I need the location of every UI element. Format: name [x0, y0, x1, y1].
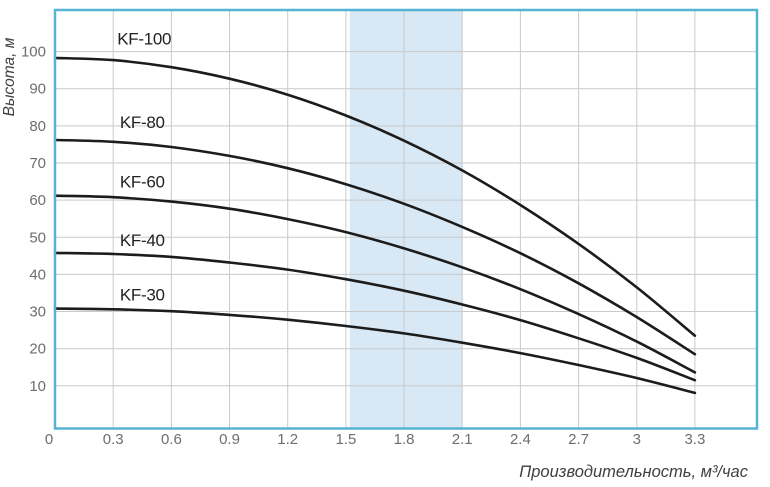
x-tick-label-5: 1.5 [335, 431, 356, 448]
x-tick-label-4: 1.2 [277, 431, 298, 448]
y-tick-label-4: 50 [29, 229, 46, 246]
curve-label-KF-100: KF-100 [117, 30, 171, 49]
y-tick-label-9: 100 [21, 44, 46, 61]
y-tick-label-8: 90 [29, 81, 46, 98]
x-tick-label-9: 2.7 [568, 431, 589, 448]
pump-curve-KF-100 [53, 56, 697, 337]
pump-curve-KF-40 [53, 251, 697, 382]
x-axis-title: Производительность, м³/час [519, 463, 748, 481]
x-tick-label-11: 3.3 [684, 431, 705, 448]
y-tick-label-6: 70 [29, 155, 46, 172]
curve-label-KF-30: KF-30 [120, 285, 165, 304]
pump-curve-KF-80 [53, 138, 697, 356]
y-tick-label-2: 30 [29, 304, 46, 321]
pump-curve-KF-60 [53, 194, 697, 374]
y-tick-label-5: 60 [29, 192, 46, 209]
curve-label-KF-80: KF-80 [120, 113, 165, 132]
x-tick-label-6: 1.8 [394, 431, 415, 448]
y-tick-label-0: 10 [29, 378, 46, 395]
x-tick-label-8: 2.4 [510, 431, 531, 448]
x-tick-label-0: 0 [45, 431, 53, 448]
pump-curve-KF-30 [53, 307, 697, 395]
y-tick-label-3: 40 [29, 266, 46, 283]
y-tick-label-7: 80 [29, 118, 46, 135]
x-tick-label-1: 0.3 [103, 431, 124, 448]
x-tick-label-10: 3 [633, 431, 641, 448]
plot-border [53, 8, 759, 430]
y-axis-title: Высота, м [1, 37, 18, 116]
x-tick-label-2: 0.6 [161, 431, 182, 448]
x-tick-label-3: 0.9 [219, 431, 240, 448]
x-tick-label-7: 2.1 [452, 431, 473, 448]
y-tick-label-1: 20 [29, 341, 46, 358]
curve-label-KF-60: KF-60 [120, 173, 165, 192]
curve-label-KF-40: KF-40 [120, 231, 165, 250]
